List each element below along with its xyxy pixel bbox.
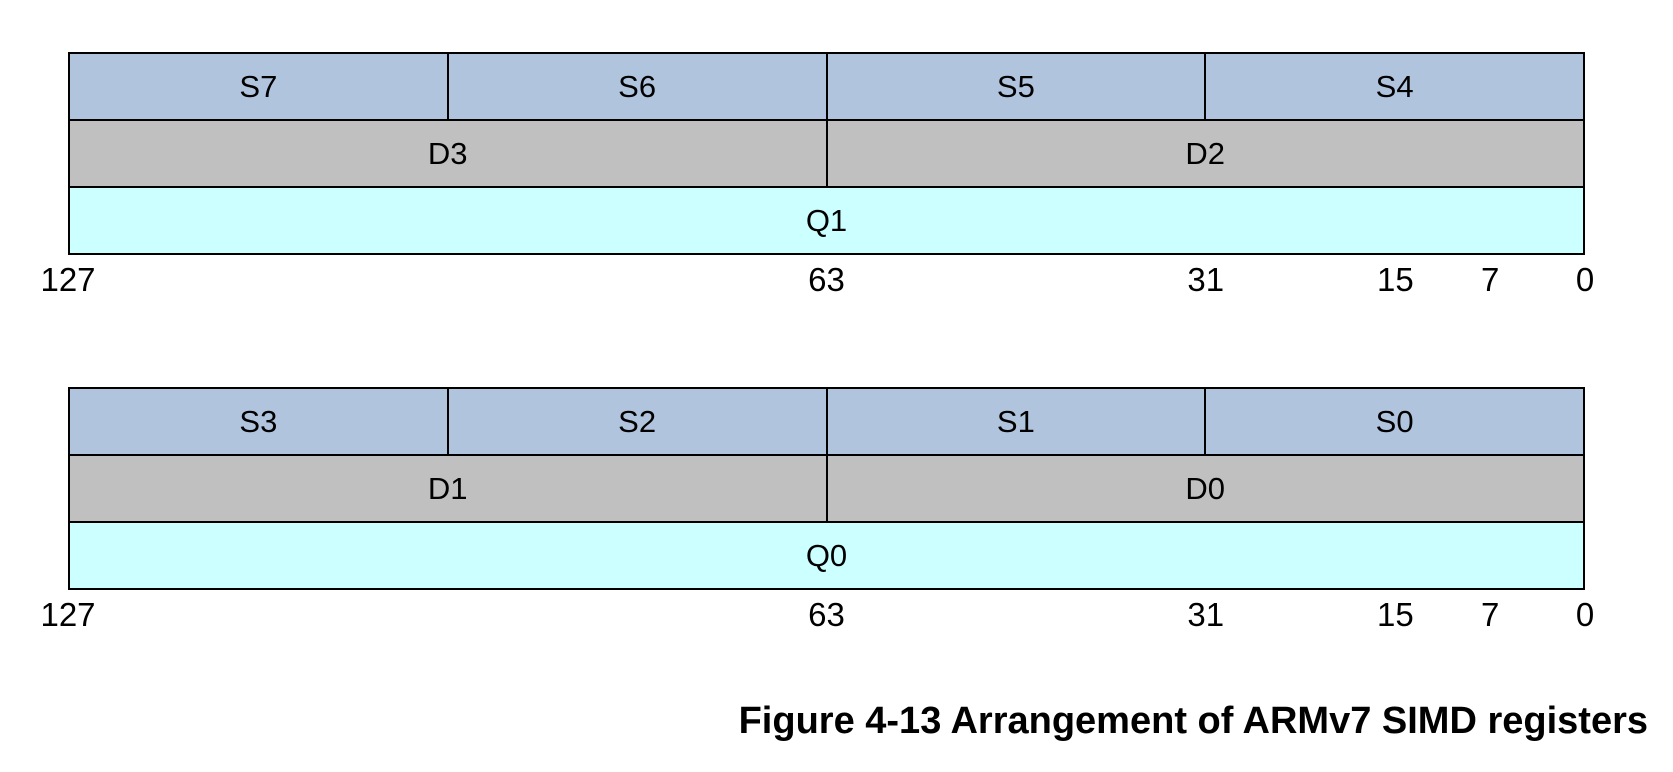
s-register-row: S7 S6 S5 S4 xyxy=(70,54,1583,119)
q-register-cell: Q1 xyxy=(70,188,1583,253)
bit-index-label: 15 xyxy=(1377,596,1414,633)
bit-index-label: 31 xyxy=(1187,261,1225,298)
s-register-cell: S3 xyxy=(70,389,447,454)
s-register-cell: S0 xyxy=(1204,389,1583,454)
s-register-cell: S1 xyxy=(825,389,1205,454)
register-box: S7 S6 S5 S4 D3 D2 Q1 xyxy=(68,52,1585,255)
q0-register-bank: S3 S2 S1 S0 D1 D0 Q0 127 63 31 15 7 0 xyxy=(40,387,1594,633)
bit-index-label: 7 xyxy=(1481,596,1500,633)
s-register-cell: S5 xyxy=(825,54,1205,119)
figure-caption: Figure 4-13 Arrangement of ARMv7 SIMD re… xyxy=(738,700,1648,742)
bit-index-label: 127 xyxy=(40,596,96,633)
s-register-cell: S2 xyxy=(446,389,826,454)
q-register-cell: Q0 xyxy=(70,523,1583,588)
q-register-row: Q0 xyxy=(70,521,1583,588)
s-register-cell: S7 xyxy=(70,54,447,119)
s-register-cell: S4 xyxy=(1204,54,1583,119)
q-register-row: Q1 xyxy=(70,186,1583,253)
s-register-row: S3 S2 S1 S0 xyxy=(70,389,1583,454)
d-register-row: D1 D0 xyxy=(70,454,1583,521)
bit-index-label: 127 xyxy=(40,261,96,298)
bit-index-ruler: 127 63 31 15 7 0 xyxy=(40,596,1594,633)
bit-index-label: 0 xyxy=(1575,261,1595,298)
bit-index-ruler: 127 63 31 15 7 0 xyxy=(40,261,1594,298)
q1-register-bank: S7 S6 S5 S4 D3 D2 Q1 127 63 31 15 7 0 xyxy=(40,52,1594,298)
bit-index-label: 63 xyxy=(808,261,845,298)
d-register-row: D3 D2 xyxy=(70,119,1583,186)
d-register-cell: D2 xyxy=(825,121,1583,186)
d-register-cell: D0 xyxy=(825,456,1583,521)
bit-index-label: 15 xyxy=(1377,261,1414,298)
d-register-cell: D1 xyxy=(70,456,826,521)
d-register-cell: D3 xyxy=(70,121,826,186)
register-box: S3 S2 S1 S0 D1 D0 Q0 xyxy=(68,387,1585,590)
bit-index-label: 31 xyxy=(1187,596,1225,633)
s-register-cell: S6 xyxy=(446,54,826,119)
bit-index-label: 0 xyxy=(1575,596,1595,633)
bit-index-label: 63 xyxy=(808,596,845,633)
bit-index-label: 7 xyxy=(1481,261,1500,298)
